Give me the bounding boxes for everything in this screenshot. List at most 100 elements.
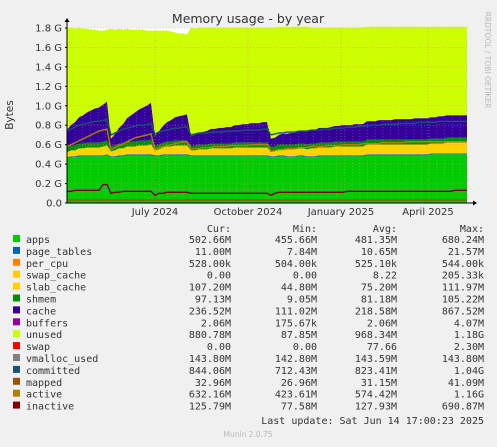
legend-min-value: 9.05M [287, 295, 317, 306]
legend-label-swap: swap [26, 342, 50, 353]
y-tick-label: 0.6 G [35, 140, 62, 151]
legend-label-apps: apps [26, 235, 50, 246]
legend-min-value: 77.58M [281, 402, 317, 413]
legend-cur-value: 143.80M [189, 354, 231, 365]
legend-max-value: 690.87M [442, 402, 484, 413]
legend-label-swap-cache: swap_cache [26, 271, 86, 282]
y-tick-label: 1.4 G [35, 62, 62, 73]
y-tick-label: 1.2 G [35, 82, 62, 93]
area-page-tables [67, 153, 467, 159]
legend-max-value: 680.24M [442, 235, 484, 246]
line-committed [66, 118, 467, 136]
legend-cur-value: 0.00 [207, 271, 231, 282]
legend-min-value: 26.96M [281, 378, 317, 389]
legend-cur-value: 97.13M [195, 295, 231, 306]
legend-max-value: 143.80M [442, 354, 484, 365]
legend-avg-value: 823.41M [355, 366, 397, 377]
legend-min-value: 0.00 [293, 342, 317, 353]
legend-max-value: 41.09M [448, 378, 484, 389]
last-update: Last update: Sat Jun 14 17:00:23 2025 [261, 416, 484, 427]
y-axis-arrow [64, 18, 70, 22]
legend-avg-value: 481.35M [355, 235, 397, 246]
legend-label-committed: committed [26, 366, 80, 377]
area-apps [67, 154, 467, 203]
legend-swatch-swap [13, 342, 20, 350]
grid-lines [67, 27, 467, 203]
legend-avg-value: 77.66 [367, 342, 397, 353]
y-tick-label: 1.8 G [35, 24, 62, 35]
legend-swatch-cache [13, 306, 20, 314]
y-tick-label: 0.4 G [35, 160, 62, 171]
legend-min-value: 423.61M [275, 390, 317, 401]
legend-min-value: 7.84M [287, 247, 317, 258]
legend-cur-value: 528.00k [189, 259, 231, 270]
x-tick-label: January 2025 [307, 207, 375, 218]
x-tick-label: April 2025 [402, 207, 453, 218]
legend-avg-value: 143.59M [355, 354, 397, 365]
x-tick-label: October 2024 [214, 207, 283, 218]
rrdtool-watermark: RRDTOOL / TOBI OETIKER [483, 12, 492, 109]
legend-avg-value: 31.15M [361, 378, 397, 389]
legend-swatch-unused [13, 330, 20, 338]
x-axis-arrow [473, 200, 477, 206]
legend-avg-value: 8.22 [373, 271, 397, 282]
legend-max-value: 1.04G [454, 366, 484, 377]
legend-avg-value: 75.20M [361, 283, 397, 294]
legend-max-value: 105.22M [442, 295, 484, 306]
chart-title: Memory usage - by year [172, 11, 325, 26]
legend-max-value: 2.30M [454, 342, 484, 353]
munin-footer: Munin 2.0.75 [223, 430, 272, 439]
legend-swatch-shmem [13, 294, 20, 302]
legend-header-cell: Max: [460, 224, 484, 235]
y-axis-label: Bytes [4, 100, 16, 129]
legend-max-value: 1.18G [454, 330, 484, 341]
legend-label-active: active [26, 390, 62, 401]
legend-header-cell: Min: [293, 224, 317, 235]
legend-swatch-active [13, 389, 20, 397]
legend-max-value: 205.33k [442, 271, 484, 282]
legend-min-value: 111.02M [275, 306, 317, 317]
line-inactive [67, 183, 467, 197]
y-tick-label: 0.2 G [35, 179, 62, 190]
legend-avg-value: 81.18M [361, 295, 397, 306]
legend-cur-value: 844.06M [189, 366, 231, 377]
plot-area: 0.0 0.2 G 0.4 G 0.6 G 0.8 G 1.0 G 1.2 G 1.4 G 1.… [35, 18, 477, 218]
legend-min-value: 0.00 [293, 271, 317, 282]
legend-max-value: 21.57M [448, 247, 484, 258]
legend-cur-value: 107.20M [189, 283, 231, 294]
legend-label-slab-cache: slab_cache [26, 283, 86, 294]
legend-header-cell: Cur: [207, 224, 231, 235]
y-tick-label: 1.6 G [35, 43, 62, 54]
legend-swatch-per-cpu [13, 258, 20, 266]
legend-swatch-buffers [13, 318, 20, 326]
legend-avg-value: 2.06M [367, 318, 397, 329]
area-buffers [67, 101, 467, 139]
legend-min-value: 87.85M [281, 330, 317, 341]
legend-min-value: 504.00k [275, 259, 317, 270]
legend-min-value: 175.67k [275, 318, 317, 329]
legend-swatch-page-tables [13, 246, 20, 254]
area-per-cpu [67, 153, 467, 158]
legend-label-unused: unused [26, 330, 62, 341]
legend: Cur: Min: Avg: Max: apps 502.66M 455.66M 481.35… [13, 224, 484, 413]
legend-label-mapped: mapped [26, 378, 62, 389]
legend-swatch-swap-cache [13, 270, 20, 278]
legend-min-value: 142.80M [275, 354, 317, 365]
legend-swatch-inactive [13, 401, 20, 409]
y-tick-label: 1.0 G [35, 101, 62, 112]
legend-min-value: 712.43M [275, 366, 317, 377]
legend-label-per-cpu: per_cpu [26, 259, 68, 270]
legend-label-inactive: inactive [26, 402, 74, 413]
legend-label-page-tables: page_tables [26, 247, 92, 258]
legend-cur-value: 11.00M [195, 247, 231, 258]
line-active [66, 128, 467, 153]
area-slab-cache [67, 142, 467, 158]
legend-avg-value: 525.10k [355, 259, 397, 270]
legend-header-cell: Avg: [373, 224, 397, 235]
area-cache [67, 101, 467, 148]
x-tick-label: July 2024 [131, 207, 179, 218]
legend-min-value: 44.80M [281, 283, 317, 294]
legend-max-value: 867.52M [442, 306, 484, 317]
